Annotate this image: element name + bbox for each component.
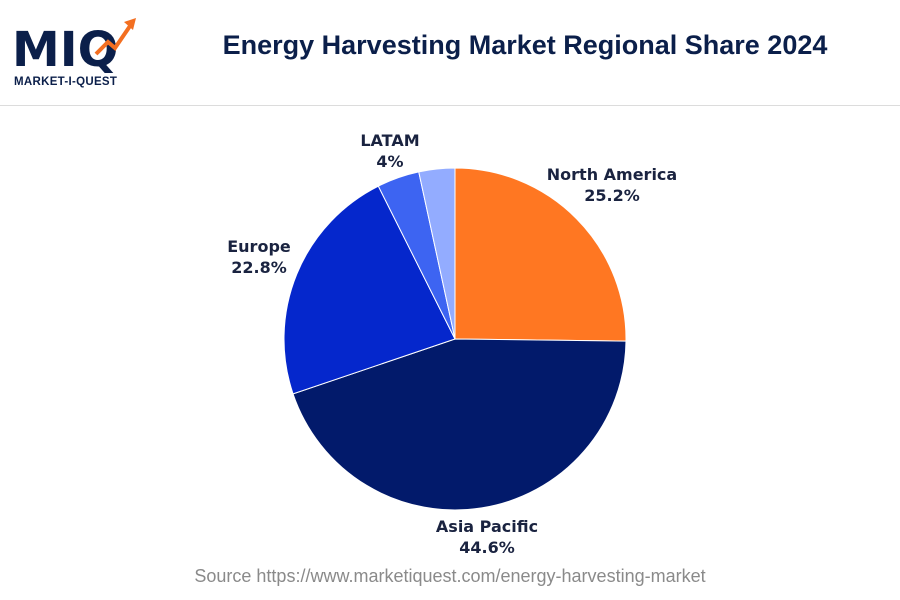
slice-value-latam: 4% <box>376 152 403 171</box>
logo-mark: MIQ <box>12 18 136 76</box>
header-divider <box>0 105 900 106</box>
slice-value-europe: 22.8% <box>231 258 287 277</box>
logo-subtitle: MARKET-I-QUEST <box>14 76 118 88</box>
slice-label-asia-pacific: Asia Pacific <box>436 517 538 536</box>
slice-label-europe: Europe <box>227 237 291 256</box>
pie-labels: North America 25.2% Asia Pacific 44.6% Europ… <box>227 131 677 557</box>
pie-slice-asia-pacific <box>292 338 627 511</box>
pie-slices <box>283 167 627 511</box>
logo: MIQ MARKET-I-QUEST <box>12 10 144 94</box>
source-note: Source https://www.marketiquest.com/ener… <box>194 566 706 586</box>
pie-chart: North America 25.2% Asia Pacific 44.6% Europ… <box>227 131 677 557</box>
slice-value-north-america: 25.2% <box>584 186 640 205</box>
slice-label-north-america: North America <box>547 165 677 184</box>
arrow-head-icon <box>124 18 136 30</box>
slice-label-latam: LATAM <box>360 131 419 150</box>
header: MIQ MARKET-I-QUEST Energy Harvesting Mar… <box>0 0 900 106</box>
pie-slice-north-america <box>454 167 627 342</box>
page-title: Energy Harvesting Market Regional Share … <box>222 30 828 60</box>
trend-arrow-icon <box>94 24 132 56</box>
pie-slice-europe <box>283 185 456 395</box>
slice-value-asia-pacific: 44.6% <box>459 538 515 557</box>
pie-slice-unlabeled-4 <box>418 167 456 340</box>
